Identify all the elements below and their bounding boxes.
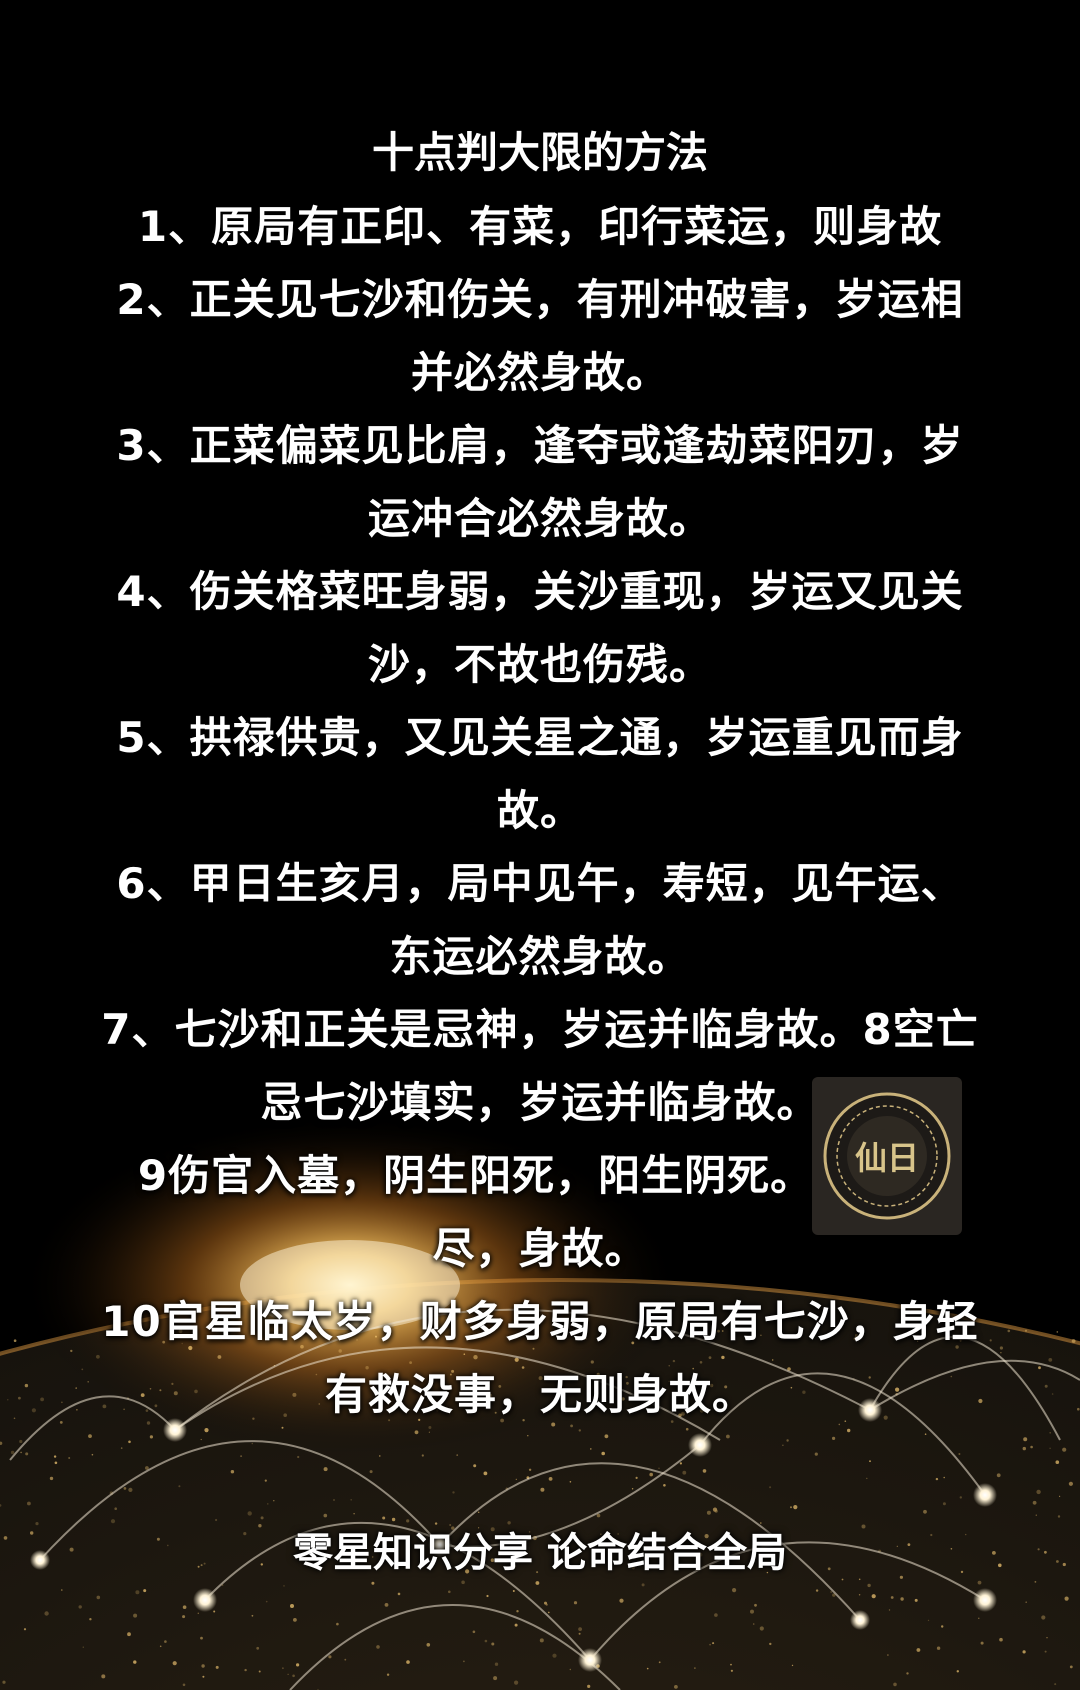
rule-item-1: 1、原局有正印、有菜，印行菜运，则身故 — [137, 202, 943, 251]
rule-item-9: 9伤官入墓，阴生阳死，阳生阴死。菜被劫尽，身故。 — [137, 1151, 943, 1273]
rule-item-7: 7、七沙和正关是忌神，岁运并临身故。8空亡忌七沙填实，岁运并临身故。 — [101, 1005, 979, 1127]
svg-text:仙日: 仙日 — [855, 1139, 919, 1177]
rule-item-2: 2、正关见七沙和伤关，有刑冲破害，岁运相并必然身故。 — [116, 275, 964, 397]
rule-item-6: 6、甲日生亥月，局中见午，寿短，见午运、东运必然身故。 — [116, 859, 964, 981]
page-title: 十点判大限的方法 — [371, 128, 708, 177]
seal-logo: 仙日 — [812, 1077, 962, 1235]
rule-item-10: 10官星临太岁，财多身弱，原局有七沙，身轻有救没事，无则身故。 — [101, 1297, 979, 1419]
rule-item-3: 3、正菜偏菜见比肩，逢夺或逢劫菜阳刃，岁运冲合必然身故。 — [116, 421, 964, 543]
rule-list: 1、原局有正印、有菜，印行菜运，则身故 2、正关见七沙和伤关，有刑冲破害，岁运相… — [95, 190, 985, 1431]
article: 十点判大限的方法 1、原局有正印、有菜，印行菜运，则身故 2、正关见七沙和伤关，… — [0, 115, 1080, 1431]
footer-caption: 零星知识分享 论命结合全局 — [293, 1530, 787, 1576]
seal-icon: 仙日 — [823, 1092, 951, 1220]
rule-item-4: 4、伤关格菜旺身弱，关沙重现，岁运又见关沙，不故也伤残。 — [116, 567, 964, 689]
rule-item-5: 5、拱禄供贵，又见关星之通，岁运重见而身故。 — [116, 713, 964, 835]
